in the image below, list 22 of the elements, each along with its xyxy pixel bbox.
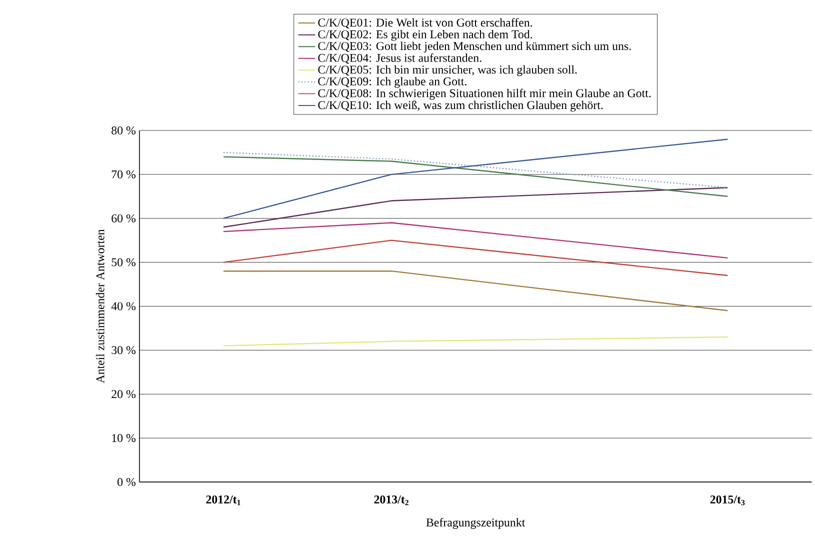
y-tick-label: 70 % [112,170,136,179]
y-axis-title: Anteil zustimmender Antworten [96,230,104,384]
x-tick-label: 2015/t$_{3}$ [710,496,745,506]
y-tick-label: 20 % [112,390,136,398]
x-tick-label: 2012/t$_{1}$ [206,496,240,506]
legend-label: C/K/QE03: Gott liebt jeden Menschen und kümmert sich um uns. [318,42,631,53]
y-tick-label: 10 % [112,434,136,442]
x-tick-label: 2013/t$_{2}$ [374,496,408,506]
y-tick-label: 0 % [118,478,136,486]
legend-label: C/K/QE04: Jesus ist auferstanden. [318,54,482,64]
legend-label: C/K/QE10: Ich weiß, was zum christlichen Glauben gehört. [318,100,603,112]
y-tick-label: 80 % [112,126,136,135]
legend-label: C/K/QE08: In schwierigen Situationen hilft mir mein Glaube an Gott. [318,88,651,100]
x-axis-title: Befragungszeitpunkt [426,518,526,530]
legend-label: C/K/QE01: Die Welt ist von Gott erschaffen. [318,18,532,29]
y-tick-label: 50 % [112,258,136,266]
legend-label: C/K/QE02: Es gibt ein Leben nach dem Tod. [318,30,532,41]
y-tick-label: 30 % [112,346,136,354]
y-tick-label: 60 % [112,214,136,223]
y-tick-label: 40 % [111,302,136,310]
legend-label: C/K/QE09: Ich glaube an Gott. [318,77,466,88]
legend-label: C/K/QE05: Ich bin mir unsicher, was ich glauben soll. [318,65,577,76]
